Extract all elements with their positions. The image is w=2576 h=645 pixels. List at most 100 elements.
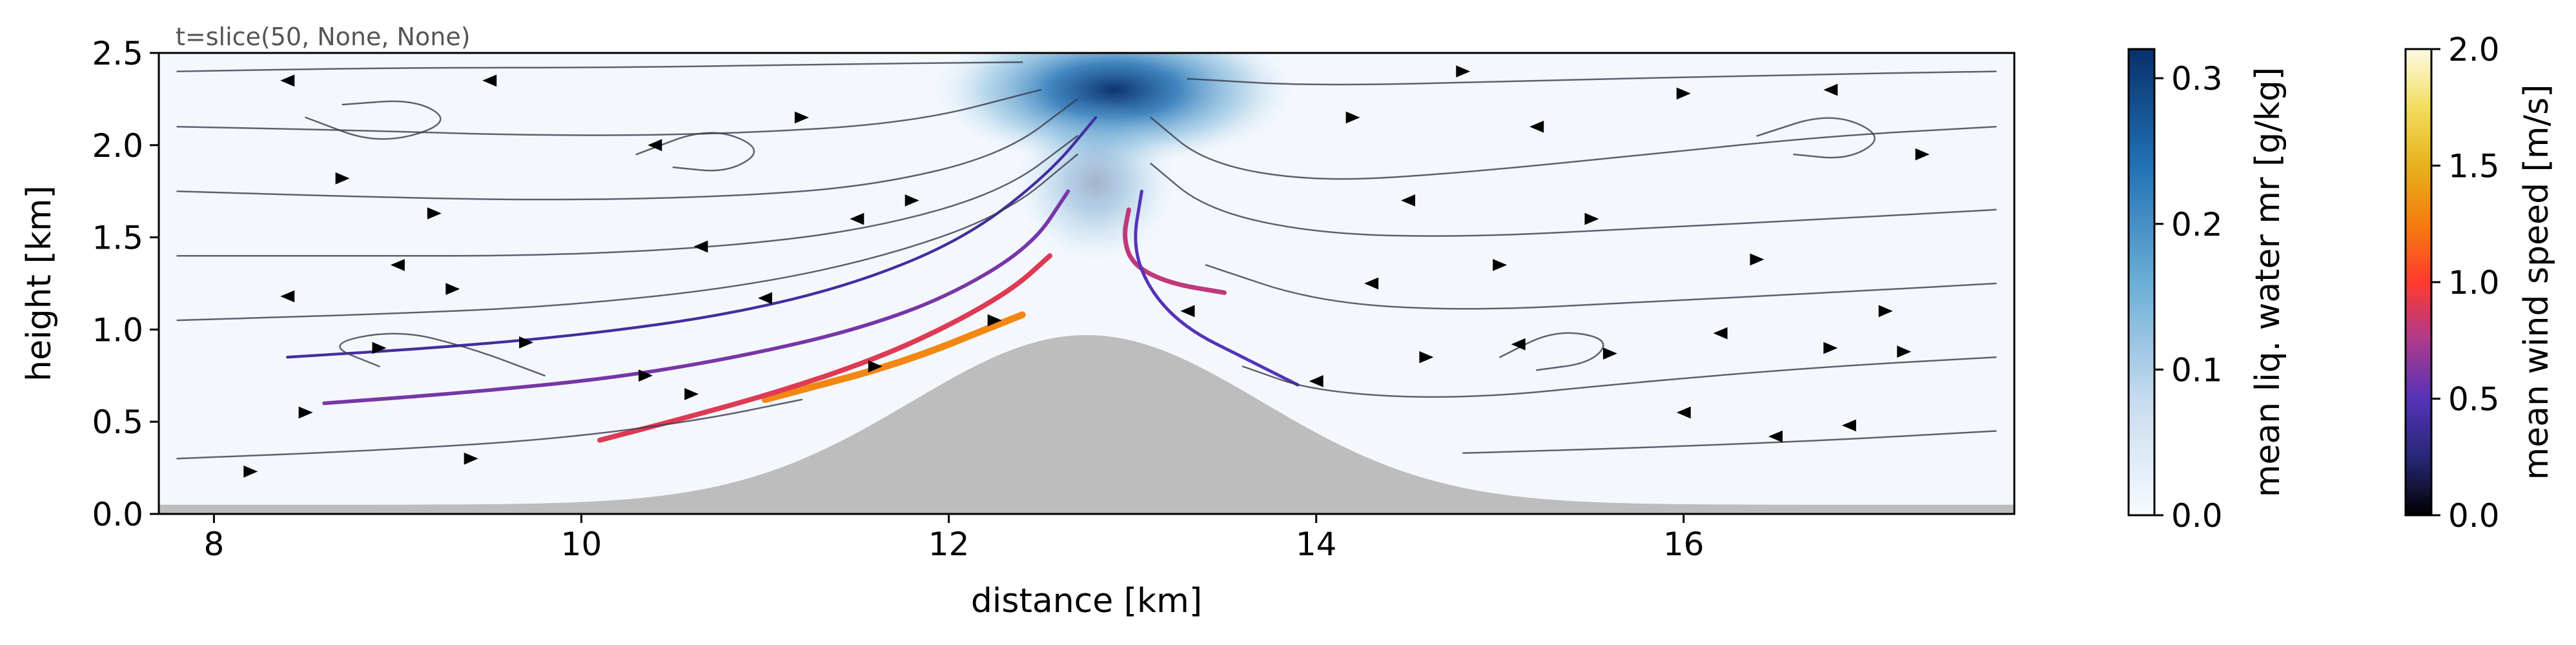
colorbar-tick-label: 2.0 <box>2448 31 2500 68</box>
streamline-arrow <box>482 74 497 87</box>
main-axes: 8 10 12 14 16 0.0 0.5 1.0 1.5 2.0 2.5 distance [k… <box>20 23 2016 620</box>
streamline <box>1205 264 1997 310</box>
streamline <box>1242 356 1997 398</box>
y-tick-label: 0.0 <box>92 496 143 533</box>
x-tick-label: 10 <box>561 526 602 563</box>
streamline <box>176 61 1023 72</box>
x-tick-label: 8 <box>203 526 224 563</box>
streamline <box>761 311 1026 404</box>
streamline-arrow <box>794 111 809 124</box>
y-tick-label: 1.0 <box>92 311 143 349</box>
colorbar-liquid-water-ticks: 0.0 0.1 0.2 0.3 <box>2154 60 2223 535</box>
colorbar-wind-speed-gradient <box>2404 48 2433 517</box>
streamline <box>176 98 1079 201</box>
streamline-arrow <box>335 172 350 185</box>
streamline <box>339 333 546 377</box>
streamline-arrow <box>639 369 653 382</box>
colorbar-wind-speed-label: mean wind speed [m/s] <box>2517 85 2556 480</box>
time-annotation: t=slice(50, None, None) <box>176 23 471 51</box>
streamline <box>176 398 803 460</box>
colorbar-tick-label: 0.1 <box>2171 351 2223 389</box>
colorbar-liquid-water-gradient <box>2127 48 2156 517</box>
streamline-arrow <box>1401 194 1415 207</box>
streamline-arrow <box>372 342 387 354</box>
streamline <box>1134 189 1300 387</box>
x-tick-label: 14 <box>1296 526 1337 563</box>
streamline-arrow <box>758 292 772 305</box>
colorbar-wind-speed: 0.0 0.5 1.0 1.5 2.0 mean wind speed [m/s] <box>2404 31 2556 535</box>
streamline-arrow <box>1529 120 1544 133</box>
terrain <box>159 335 2014 514</box>
streamline-arrow <box>445 283 460 295</box>
streamline-arrow <box>1603 347 1617 360</box>
streamline-arrow <box>850 212 864 225</box>
y-tick-label: 2.5 <box>92 35 143 72</box>
streamline-arrow <box>1713 327 1728 340</box>
streamline-arrow <box>298 406 313 419</box>
y-tick-label: 1.5 <box>92 220 143 257</box>
streamlines <box>176 61 1997 460</box>
streamline <box>635 132 755 172</box>
streamline-arrow <box>1419 351 1434 363</box>
streamline-arrow <box>1180 305 1195 318</box>
streamline-arrow <box>519 336 534 349</box>
colorbar-tick-label: 1.0 <box>2448 264 2500 302</box>
x-tick-label: 16 <box>1663 526 1704 563</box>
y-axis-ticks: 0.0 0.5 1.0 1.5 2.0 2.5 <box>92 35 159 533</box>
streamline <box>1462 430 1997 455</box>
streamline <box>1150 163 1997 237</box>
colorbar-tick-label: 1.5 <box>2448 148 2500 185</box>
colorbar-liquid-water-label: mean liq. water mr [g/kg] <box>2249 67 2287 497</box>
streamline <box>1498 332 1604 371</box>
streamline <box>1150 116 1997 180</box>
colorbar-tick-label: 0.0 <box>2448 497 2500 535</box>
y-tick-label: 2.0 <box>92 127 143 165</box>
y-tick-label: 0.5 <box>92 404 143 441</box>
y-axis-label: height [km] <box>20 185 59 382</box>
streamline-arrow <box>1915 148 1930 161</box>
streamline-arrow <box>684 388 699 400</box>
streamline <box>176 153 1079 322</box>
streamline-arrow <box>280 290 295 303</box>
axes-frame <box>158 52 2016 515</box>
colorbar-tick-label: 0.2 <box>2171 206 2223 243</box>
streamline <box>305 100 442 140</box>
streamline-arrow <box>1309 375 1324 387</box>
streamline-arrow <box>1676 87 1691 100</box>
streamline <box>322 189 1070 405</box>
streamline <box>1756 117 1876 159</box>
streamline-arrow <box>1878 305 1893 318</box>
streamline-arrow <box>1511 338 1526 351</box>
streamline-arrow <box>243 466 258 478</box>
streamline-arrow <box>648 139 662 152</box>
streamline-arrow <box>1493 259 1508 271</box>
streamline-arrows <box>243 65 1930 478</box>
streamline-arrow <box>868 360 883 373</box>
colorbar-liquid-water: 0.0 0.1 0.2 0.3 mean liq. water mr [g/kg] <box>2127 48 2287 535</box>
streamline <box>286 116 1098 359</box>
streamline-arrow <box>1823 83 1838 96</box>
streamline-arrow <box>390 259 405 271</box>
streamline-arrow <box>987 314 1002 327</box>
colorbar-wind-speed-ticks: 0.0 0.5 1.0 1.5 2.0 <box>2431 31 2500 535</box>
colorbar-tick-label: 0.5 <box>2448 381 2500 418</box>
streamline-arrow <box>1456 65 1471 77</box>
streamline-arrow <box>280 74 295 87</box>
streamline-arrow <box>1750 253 1764 266</box>
x-tick-label: 12 <box>928 526 970 563</box>
streamline-arrow <box>1768 430 1783 443</box>
streamline-arrow <box>905 194 919 207</box>
streamline-arrow <box>1364 277 1379 290</box>
colorbar-tick-label: 0.0 <box>2171 497 2223 535</box>
streamline <box>176 88 1042 136</box>
streamline <box>176 135 1079 257</box>
x-axis-label: distance [km] <box>971 582 1202 620</box>
streamline-arrow <box>693 240 708 253</box>
streamline-arrow <box>1584 212 1599 225</box>
streamline-arrow <box>1676 406 1691 419</box>
streamline-arrow <box>427 207 442 220</box>
streamline-arrow <box>1841 419 1856 432</box>
streamline-arrow <box>464 453 478 465</box>
streamline <box>1123 207 1227 295</box>
